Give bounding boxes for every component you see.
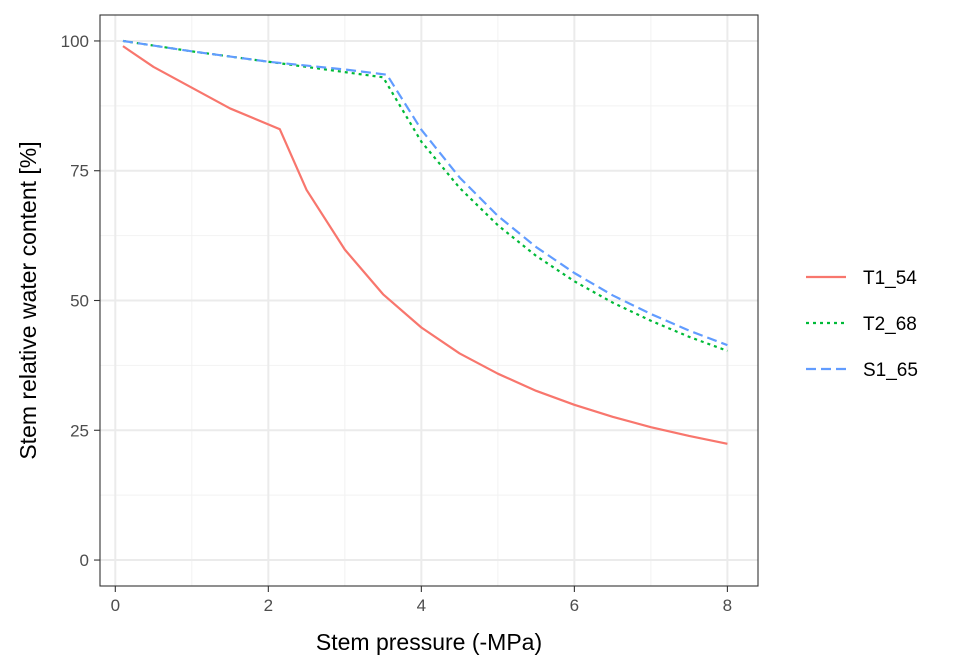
legend-item-T1_54: T1_54 (806, 268, 917, 289)
x-tick-label: 2 (264, 596, 273, 615)
x-axis-title: Stem pressure (-MPa) (316, 629, 542, 655)
axis-layer: 0 2 4 6 8 0 25 50 75 100 (61, 32, 733, 615)
x-tick-label: 8 (723, 596, 732, 615)
legend-label: T1_54 (863, 268, 917, 289)
legend-item-S1_65: S1_65 (806, 360, 918, 381)
y-tick-label: 75 (70, 162, 89, 181)
series-line-S1_65 (122, 39, 728, 347)
series-line-T2_68 (122, 39, 728, 352)
grid-layer (100, 15, 758, 586)
series-line-T1_54 (122, 45, 728, 445)
y-tick-label: 100 (61, 32, 89, 51)
x-tick-label: 6 (570, 596, 579, 615)
y-tick-label: 0 (80, 551, 89, 570)
legend: T1_54 T2_68 S1_65 (806, 268, 918, 381)
y-axis-title: Stem relative water content [%] (15, 141, 41, 459)
legend-label: S1_65 (863, 360, 918, 381)
legend-label: T2_68 (863, 314, 917, 335)
y-tick-label: 50 (70, 292, 89, 311)
series-layer (122, 39, 728, 445)
x-tick-label: 4 (417, 596, 426, 615)
legend-item-T2_68: T2_68 (806, 314, 917, 335)
y-tick-label: 25 (70, 421, 89, 440)
x-tick-label: 0 (111, 596, 120, 615)
